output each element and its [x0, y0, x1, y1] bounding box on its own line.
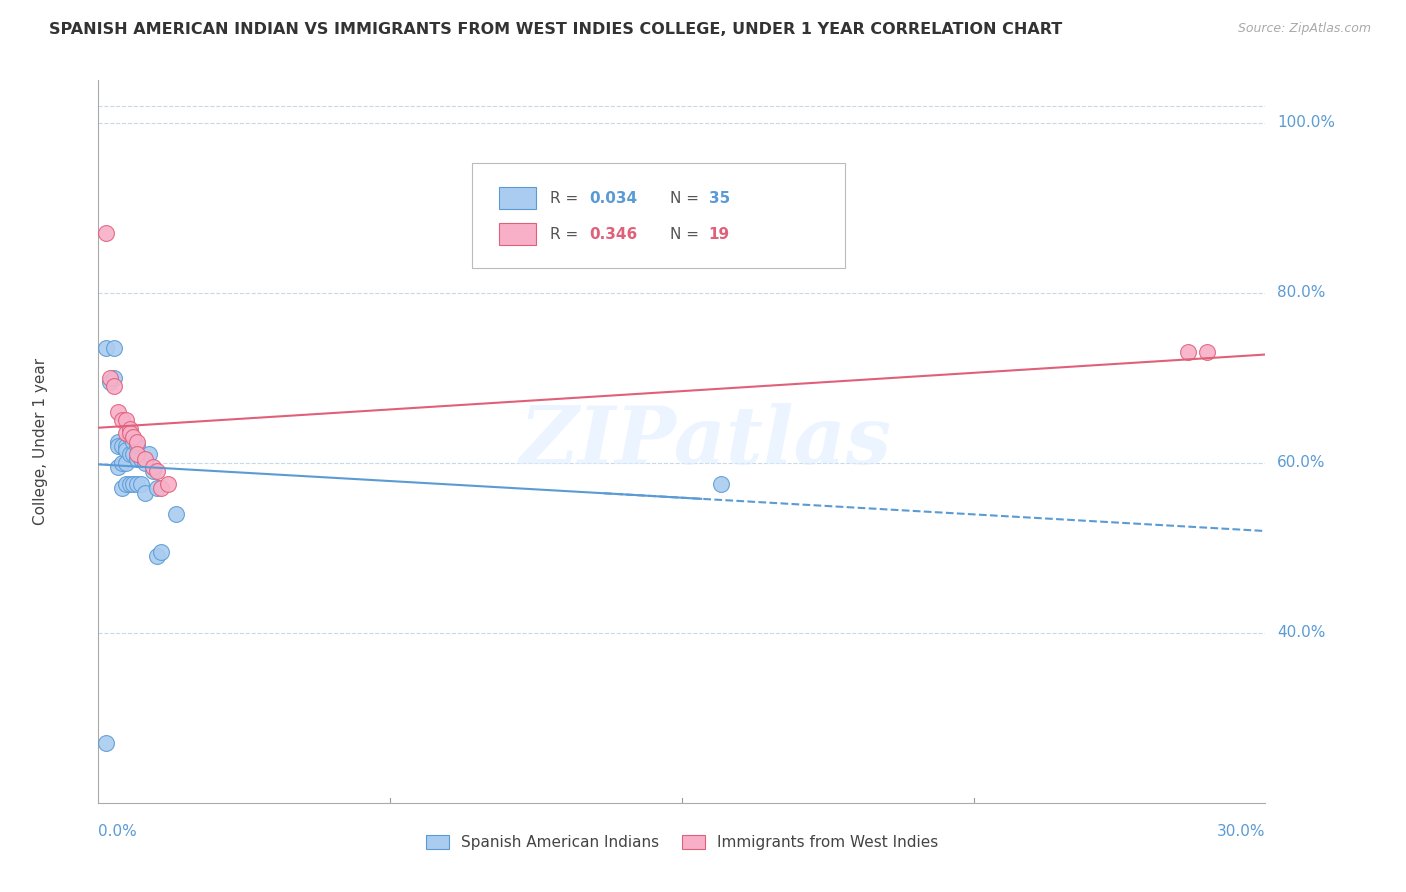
- Point: [142, 460, 165, 475]
- Point: [114, 477, 136, 491]
- Point: [111, 456, 134, 470]
- Point: [142, 464, 165, 478]
- Text: R =: R =: [550, 227, 583, 242]
- Text: College, Under 1 year: College, Under 1 year: [32, 358, 48, 525]
- Text: 60.0%: 60.0%: [1277, 455, 1326, 470]
- Point: [149, 481, 172, 495]
- Point: [146, 481, 169, 495]
- Point: [127, 439, 149, 453]
- Point: [103, 379, 125, 393]
- Text: SPANISH AMERICAN INDIAN VS IMMIGRANTS FROM WEST INDIES COLLEGE, UNDER 1 YEAR COR: SPANISH AMERICAN INDIAN VS IMMIGRANTS FR…: [49, 22, 1063, 37]
- FancyBboxPatch shape: [472, 163, 845, 268]
- Point: [710, 477, 733, 491]
- Point: [122, 477, 145, 491]
- Point: [107, 439, 129, 453]
- Point: [157, 477, 180, 491]
- Point: [134, 456, 156, 470]
- Point: [118, 447, 141, 461]
- Point: [149, 545, 172, 559]
- Point: [103, 341, 125, 355]
- Point: [134, 485, 156, 500]
- Text: 0.0%: 0.0%: [98, 824, 138, 839]
- Point: [98, 371, 121, 385]
- Text: ZIPatlas: ZIPatlas: [519, 403, 891, 480]
- Point: [127, 477, 149, 491]
- Point: [98, 375, 121, 389]
- Point: [165, 507, 187, 521]
- Point: [114, 439, 136, 453]
- Point: [107, 434, 129, 449]
- Point: [118, 477, 141, 491]
- Point: [127, 434, 149, 449]
- Point: [127, 451, 149, 466]
- Text: R =: R =: [550, 191, 583, 205]
- Text: Source: ZipAtlas.com: Source: ZipAtlas.com: [1237, 22, 1371, 36]
- Point: [118, 430, 141, 444]
- Point: [122, 434, 145, 449]
- Point: [111, 439, 134, 453]
- Text: 0.034: 0.034: [589, 191, 638, 205]
- Point: [118, 425, 141, 440]
- Point: [96, 227, 118, 241]
- Text: 30.0%: 30.0%: [1218, 824, 1265, 839]
- Point: [114, 425, 136, 440]
- Point: [114, 443, 136, 458]
- Point: [1177, 345, 1199, 359]
- Point: [118, 422, 141, 436]
- Point: [111, 413, 134, 427]
- Text: 100.0%: 100.0%: [1277, 115, 1336, 130]
- Text: 80.0%: 80.0%: [1277, 285, 1326, 301]
- Point: [114, 456, 136, 470]
- Text: 35: 35: [709, 191, 730, 205]
- Point: [146, 549, 169, 564]
- Point: [103, 371, 125, 385]
- Point: [127, 447, 149, 461]
- Point: [114, 413, 136, 427]
- Text: 0.346: 0.346: [589, 227, 638, 242]
- Point: [96, 341, 118, 355]
- Point: [122, 430, 145, 444]
- Point: [146, 464, 169, 478]
- Point: [134, 451, 156, 466]
- Point: [107, 460, 129, 475]
- Point: [111, 481, 134, 495]
- Point: [107, 405, 129, 419]
- Point: [122, 447, 145, 461]
- Point: [96, 736, 118, 750]
- Point: [129, 451, 152, 466]
- Text: 19: 19: [709, 227, 730, 242]
- Text: N =: N =: [671, 227, 704, 242]
- Legend: Spanish American Indians, Immigrants from West Indies: Spanish American Indians, Immigrants fro…: [419, 830, 945, 856]
- Point: [129, 477, 152, 491]
- FancyBboxPatch shape: [499, 187, 536, 209]
- Point: [1195, 345, 1218, 359]
- Text: N =: N =: [671, 191, 704, 205]
- FancyBboxPatch shape: [499, 223, 536, 245]
- Point: [138, 447, 160, 461]
- Text: 40.0%: 40.0%: [1277, 625, 1326, 640]
